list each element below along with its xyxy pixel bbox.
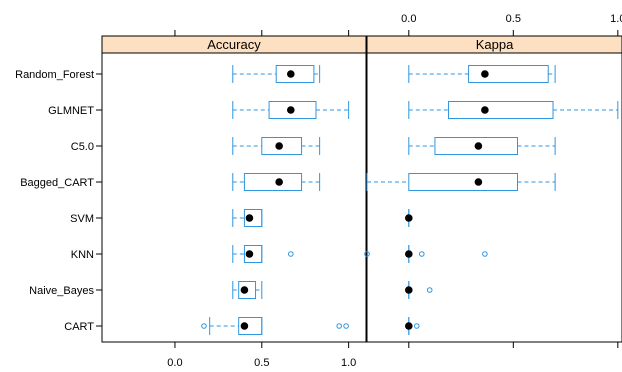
median-point xyxy=(245,250,254,258)
box-kappa-glmnet xyxy=(408,101,619,119)
iqr-box xyxy=(275,65,315,83)
outlier-point-0 xyxy=(287,251,294,257)
box-accuracy-c5-0 xyxy=(232,137,321,155)
strip-label-kappa: Kappa xyxy=(476,37,514,52)
box-kappa-naive-bayes xyxy=(405,281,433,299)
iqr-box xyxy=(261,137,303,155)
outlier-point-1 xyxy=(343,323,349,329)
box-kappa-cart xyxy=(336,317,420,335)
iqr-box xyxy=(268,101,317,119)
category-label-glmnet: GLMNET xyxy=(48,105,94,117)
x-tick-label-kappa-0: 0.0 xyxy=(401,13,416,25)
category-label-svm: SVM xyxy=(70,213,94,225)
median-point xyxy=(474,142,483,150)
category-label-c5-0: C5.0 xyxy=(71,141,94,153)
outlier-point-2 xyxy=(413,323,420,329)
x-tick-label-accuracy-2: 1.0 xyxy=(341,357,356,369)
median-point xyxy=(474,178,483,186)
box-accuracy-svm xyxy=(232,209,263,227)
iqr-box xyxy=(238,317,263,335)
x-tick-label-accuracy-0: 0.0 xyxy=(167,357,182,369)
iqr-box xyxy=(243,173,303,191)
iqr-box xyxy=(408,173,518,191)
category-labels: Random_Forest GLMNET C5.0 Bagged_CART SVM KNN… xyxy=(15,69,102,333)
box-kappa-c5-0 xyxy=(408,137,556,155)
box-accuracy-glmnet xyxy=(232,101,350,119)
outlier-point-0 xyxy=(201,323,207,329)
iqr-box xyxy=(448,101,554,119)
median-point xyxy=(240,286,249,294)
iqr-box xyxy=(238,281,257,299)
outlier-point-2 xyxy=(482,251,488,257)
median-point xyxy=(405,214,413,222)
median-point xyxy=(405,250,413,258)
outlier-point-0 xyxy=(426,287,433,293)
median-point xyxy=(405,322,413,330)
iqr-box xyxy=(434,137,518,155)
x-tick-label-accuracy-1: 0.5 xyxy=(254,357,269,369)
outlier-point-0 xyxy=(364,251,370,257)
box-kappa-svm xyxy=(405,209,413,227)
strip-label-accuracy: Accuracy xyxy=(207,37,261,52)
median-point xyxy=(481,70,489,78)
median-point xyxy=(405,286,413,294)
box-kappa-knn xyxy=(364,245,488,263)
panel-kappa: Kappa 0.0 0.5 1.0 xyxy=(336,13,622,348)
median-point xyxy=(240,322,249,330)
box-accuracy-bagged-cart xyxy=(232,173,321,191)
category-label-random-forest: Random_Forest xyxy=(15,69,94,81)
box-kappa-random-forest xyxy=(408,65,556,83)
median-point xyxy=(275,142,283,150)
panel-frame-accuracy xyxy=(101,52,367,343)
box-accuracy-cart xyxy=(201,317,263,335)
outlier-point-1 xyxy=(418,251,425,257)
box-accuracy-naive-bayes xyxy=(232,281,263,299)
outlier-point-0 xyxy=(336,323,343,329)
x-tick-label-kappa-2: 1.0 xyxy=(610,13,622,25)
box-accuracy-random-forest xyxy=(232,65,321,83)
panels: Accuracy 0.0 0.5 1.0 Kappa 0.0 0.5 1.0 xyxy=(101,13,622,369)
category-label-bagged-cart: Bagged_CART xyxy=(20,177,94,189)
category-label-cart: CART xyxy=(64,321,94,333)
iqr-box xyxy=(468,65,549,83)
panel-frame-kappa xyxy=(366,52,622,343)
iqr-box xyxy=(243,209,263,227)
median-point xyxy=(245,214,254,222)
category-label-naive-bayes: Naive_Bayes xyxy=(29,285,94,297)
median-point xyxy=(481,106,489,114)
median-point xyxy=(286,70,295,78)
category-label-knn: KNN xyxy=(71,249,94,261)
panel-accuracy: Accuracy 0.0 0.5 1.0 xyxy=(101,30,367,369)
median-point xyxy=(275,178,283,186)
box-accuracy-knn xyxy=(232,245,294,263)
median-point xyxy=(286,106,295,114)
iqr-box xyxy=(243,245,263,263)
x-tick-label-kappa-1: 0.5 xyxy=(506,13,521,25)
box-kappa-bagged-cart xyxy=(366,173,556,191)
